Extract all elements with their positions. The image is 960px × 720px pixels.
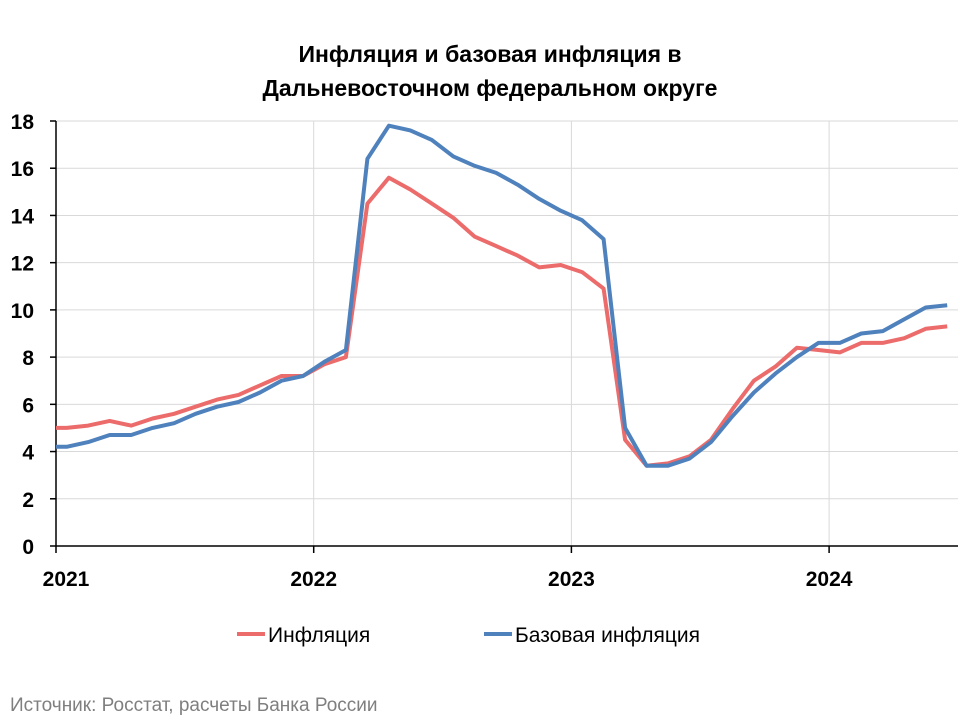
- y-tick-label: 14: [11, 205, 35, 228]
- series-line-inflation: [56, 175, 948, 468]
- y-tick-label: 6: [22, 394, 34, 417]
- y-tick-label: 16: [11, 158, 34, 181]
- series-line-core-inflation: [56, 123, 948, 468]
- series-lines: [56, 123, 948, 468]
- gridlines: [56, 120, 958, 546]
- legend-label-core-inflation: Базовая инфляция: [515, 624, 700, 647]
- source-note: Источник: Росстат, расчеты Банка России: [10, 695, 378, 716]
- legend: Инфляция Базовая инфляция: [237, 624, 700, 647]
- y-tick-label: 0: [22, 536, 34, 559]
- y-tick-label: 4: [22, 442, 34, 465]
- y-tick-label: 8: [22, 347, 34, 370]
- legend-label-inflation: Инфляция: [268, 624, 370, 647]
- x-axis: 2021 2022 2023 2024: [43, 545, 958, 591]
- chart-title-line-1: Инфляция и базовая инфляция в: [298, 41, 681, 67]
- y-tick-label: 12: [11, 253, 34, 276]
- y-tick-label: 18: [11, 111, 35, 134]
- y-tick-label: 10: [11, 300, 34, 323]
- x-tick-label: 2022: [290, 568, 337, 591]
- chart-title-line-2: Дальневосточном федеральном округе: [263, 75, 718, 101]
- x-tick-label: 2023: [548, 568, 595, 591]
- y-axis: 0 2 4 6 8 10 12 14 16 18: [11, 111, 57, 559]
- x-tick-label: 2024: [806, 568, 853, 591]
- x-tick-label: 2021: [43, 568, 90, 591]
- y-tick-label: 2: [22, 489, 34, 512]
